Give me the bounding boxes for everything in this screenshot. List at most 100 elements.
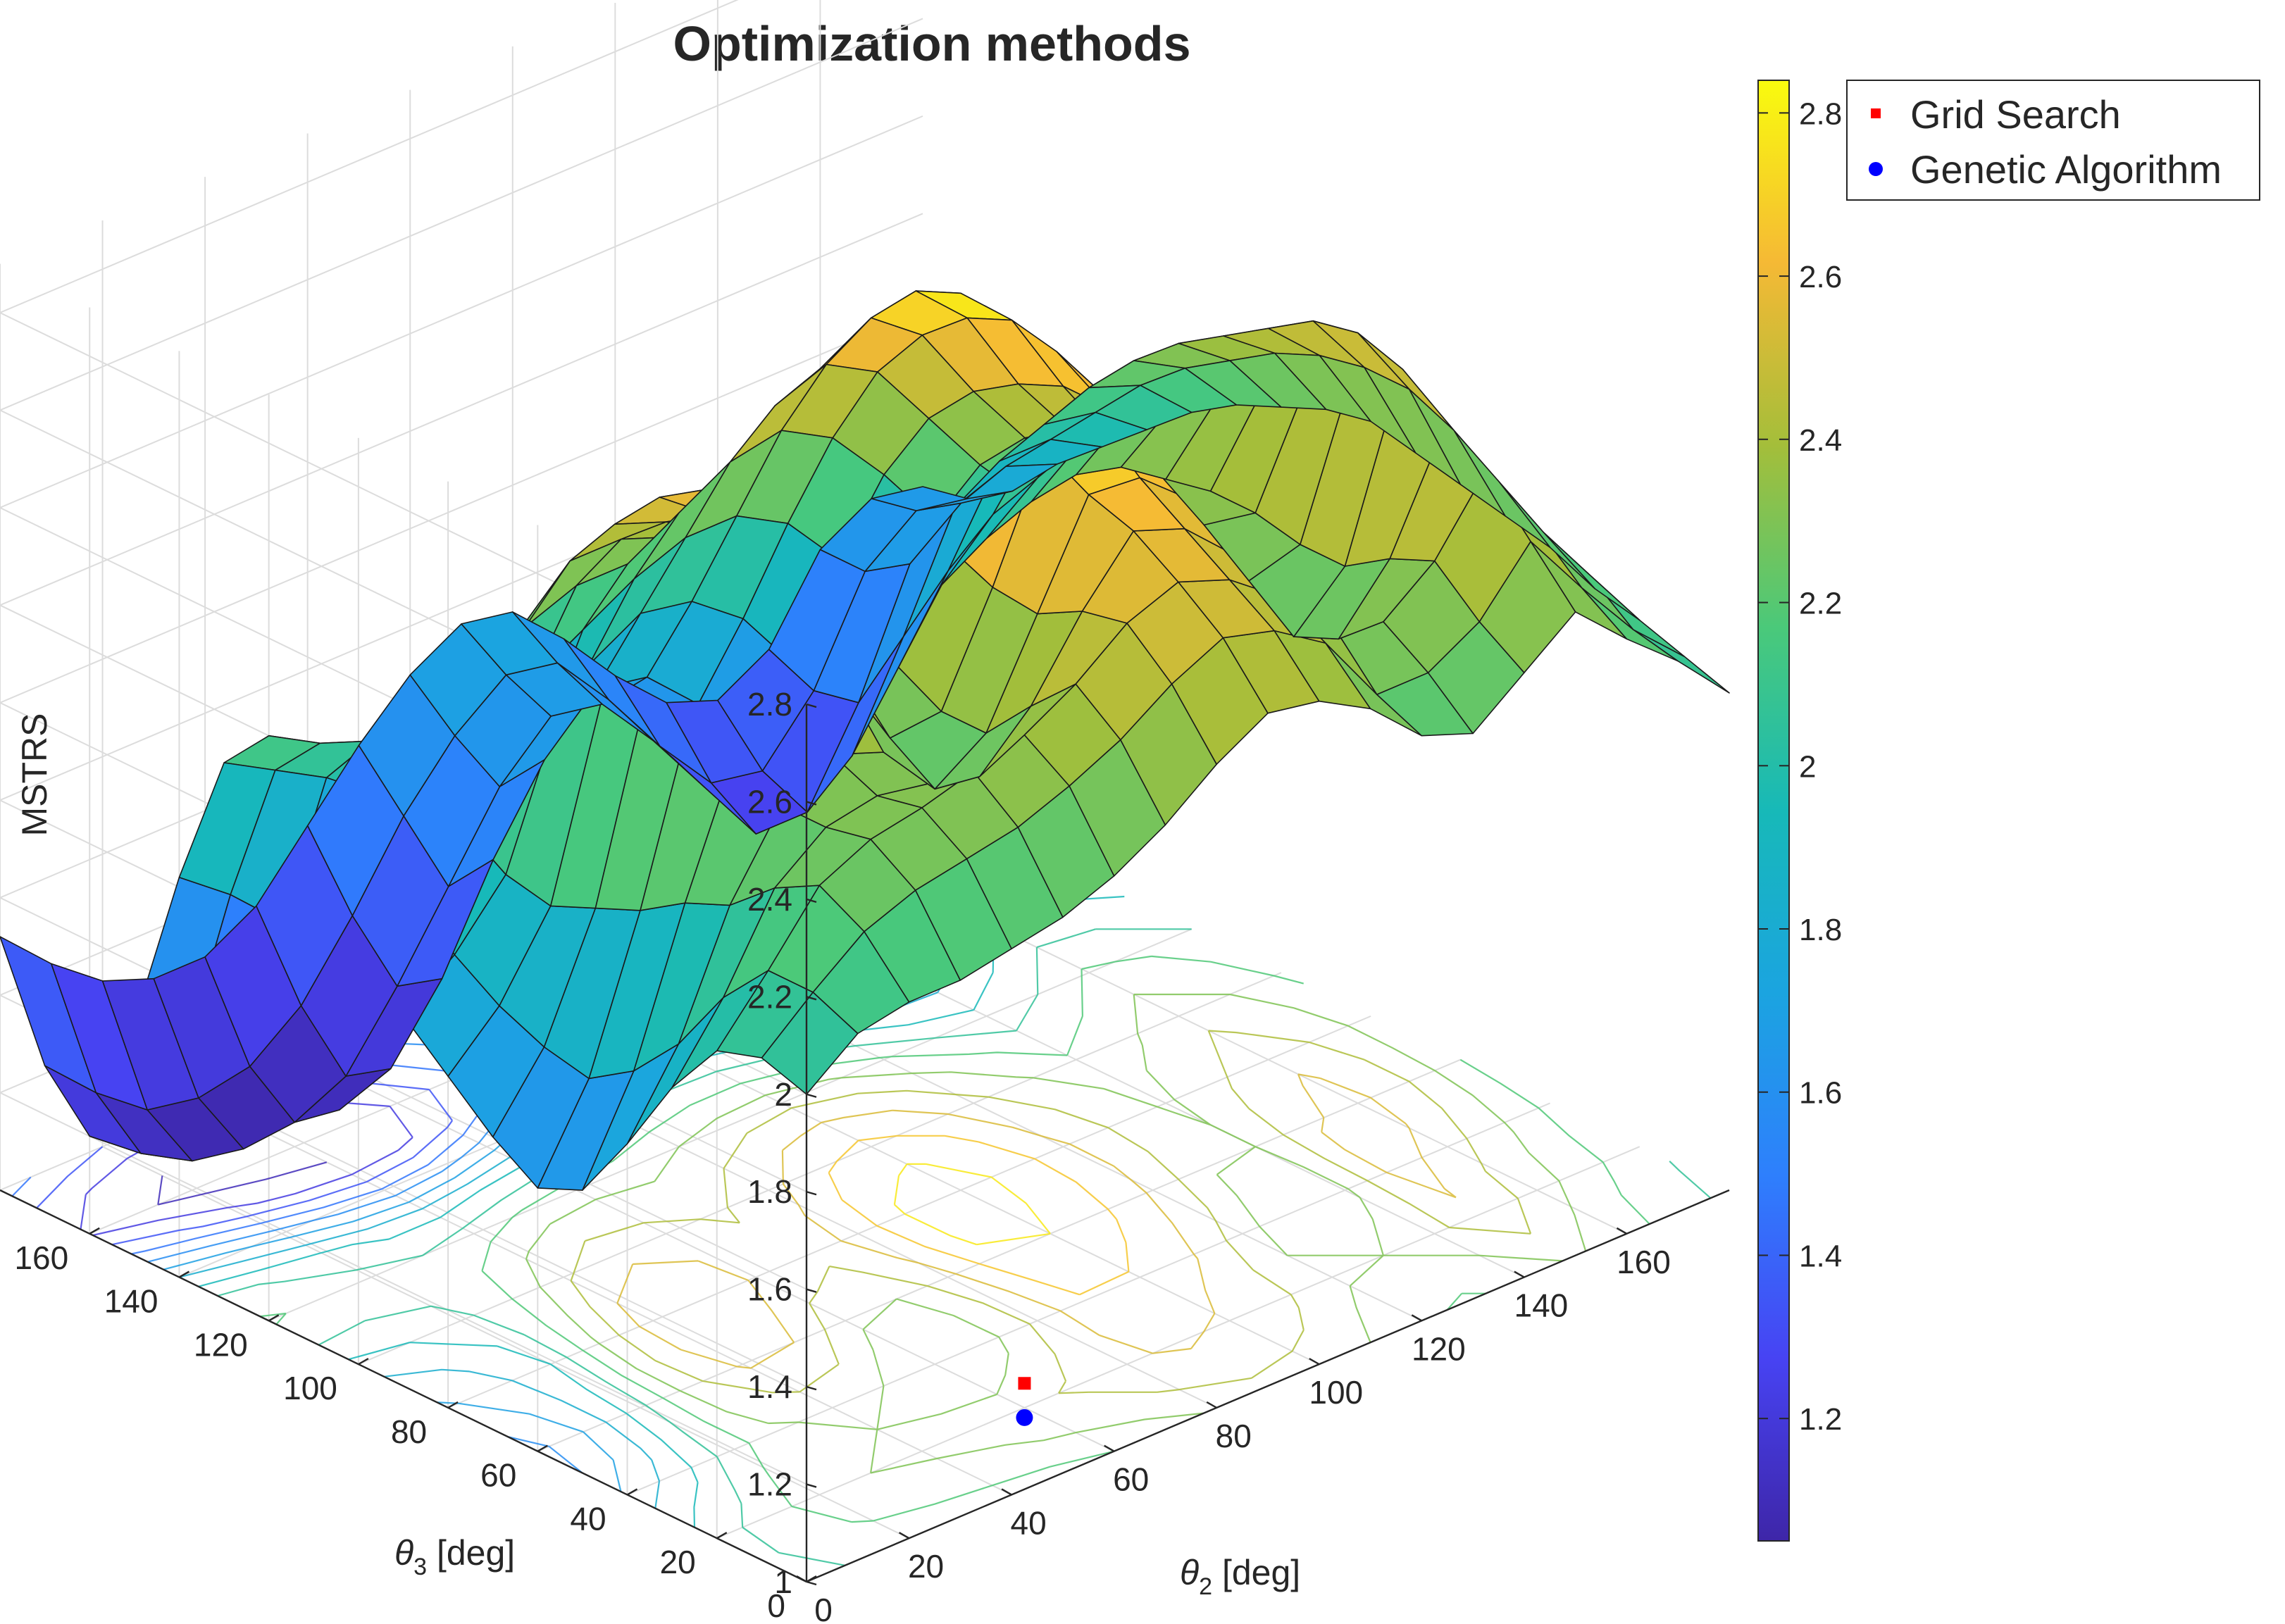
z-tick-label-7: 2.4	[747, 881, 792, 918]
y-axis-label-sub: 3	[413, 1554, 427, 1580]
grid-z-left-1	[0, 1092, 807, 1485]
z-tick-label-1: 1.2	[747, 1466, 792, 1503]
y-tick-label-2: 40	[570, 1500, 606, 1537]
x-tick-mark-1	[898, 1532, 910, 1539]
y-tick-label-1: 20	[660, 1544, 696, 1580]
y-tick-mark-5	[358, 1358, 369, 1366]
colorbar-tick-label-2: 1.6	[1799, 1076, 1842, 1111]
legend-grid-search-marker	[1871, 108, 1881, 118]
colorbar-tick-label-5: 2.2	[1799, 587, 1842, 621]
y-tick-mark-3	[537, 1444, 548, 1452]
z-tick-mark-6	[806, 996, 817, 1001]
z-tick-label-9: 2.8	[747, 686, 792, 723]
colorbar-tick-label-0: 1.2	[1799, 1402, 1842, 1437]
grid-floor-y-2	[627, 1102, 1550, 1496]
y-axis-label-symbol: θ	[394, 1533, 413, 1573]
grid-search-marker	[1018, 1377, 1031, 1390]
chart-title: Optimization methods	[673, 16, 1191, 71]
z-tick-mark-4	[806, 1191, 817, 1196]
legend-box	[1846, 80, 2260, 201]
z-tick-label-6: 2.2	[747, 978, 792, 1015]
x-axis-label-sub: 2	[1199, 1573, 1212, 1600]
surface-mesh	[0, 290, 1730, 1191]
y-axis-line	[0, 1189, 807, 1583]
colorbar-tick-label-1: 1.4	[1799, 1239, 1842, 1273]
x-tick-mark-2	[1001, 1488, 1012, 1496]
z-tick-label-0: 1	[774, 1563, 792, 1600]
x-tick-label-2: 40	[1011, 1504, 1047, 1541]
grid-floor-y-4	[447, 1015, 1371, 1408]
y-tick-mark-1	[716, 1532, 728, 1539]
z-tick-mark-3	[806, 1288, 817, 1293]
grid-z-right-5	[0, 310, 923, 704]
x-axis-line	[806, 1189, 1730, 1583]
grid-z-right-6	[0, 213, 923, 606]
z-tick-label-4: 1.8	[747, 1173, 792, 1210]
y-tick-mark-4	[447, 1401, 459, 1408]
x-tick-mark-6	[1411, 1314, 1422, 1322]
x-tick-label-4: 80	[1216, 1418, 1252, 1454]
genetic-algorithm-marker	[1016, 1408, 1033, 1426]
grid-floor-x-1	[102, 1146, 909, 1539]
z-tick-label-8: 2.6	[747, 783, 792, 820]
x-tick-label-3: 60	[1113, 1461, 1149, 1498]
contour-level-9	[259, 955, 1650, 1523]
x-tick-mark-5	[1309, 1358, 1320, 1366]
z-tick-mark-8	[806, 801, 817, 806]
x-tick-label-8: 160	[1617, 1244, 1671, 1280]
z-tick-mark-2	[806, 1385, 817, 1391]
y-axis-label: θ3 [deg]	[394, 1533, 515, 1580]
contour-level-0	[157, 1161, 328, 1206]
surface-patch-17-0	[1632, 629, 1730, 694]
y-tick-label-5: 100	[283, 1370, 337, 1406]
z-tick-mark-1	[806, 1483, 817, 1488]
z-axis-label: MSTRS	[15, 713, 54, 837]
legend-grid-search-label: Grid Search	[1910, 92, 2121, 137]
grid-floor-y-1	[716, 1146, 1640, 1539]
y-tick-mark-2	[626, 1488, 638, 1496]
grid-floor-x-3	[307, 1058, 1115, 1452]
contour-level-13	[828, 1135, 1130, 1296]
x-tick-label-0: 0	[814, 1592, 833, 1624]
y-tick-label-3: 60	[480, 1457, 516, 1494]
y-tick-label-8: 160	[14, 1239, 68, 1276]
contour-level-12	[616, 1073, 1457, 1369]
grid-z-right-8	[0, 18, 923, 411]
x-axis-label-unit: [deg]	[1212, 1553, 1300, 1592]
y-tick-mark-8	[89, 1227, 100, 1235]
x-tick-mark-8	[1616, 1227, 1628, 1235]
z-tick-mark-0	[806, 1580, 817, 1586]
y-tick-mark-0	[806, 1575, 817, 1583]
legend-genetic-algorithm-label: Genetic Algorithm	[1910, 147, 2222, 192]
legend: Grid Search Genetic Algorithm	[1846, 80, 2260, 201]
colorbar-ticks: 1.2 1.4 1.6 1.8 2 2.2 2.4 2.6 2.8	[1758, 96, 1842, 1437]
z-tick-mark-5	[806, 1093, 817, 1098]
x-axis-label-symbol: θ	[1180, 1553, 1199, 1592]
y-tick-label-7: 140	[104, 1283, 158, 1320]
colorbar-tick-label-7: 2.6	[1799, 260, 1842, 294]
x-tick-label-1: 20	[908, 1548, 944, 1585]
colorbar-tick-label-8: 2.8	[1799, 96, 1842, 131]
grid-floor-y-3	[537, 1058, 1461, 1452]
z-tick-mark-7	[806, 898, 817, 904]
grid-z-left-3	[0, 897, 807, 1290]
colorbar-tick-label-6: 2.4	[1799, 423, 1842, 458]
x-tick-label-6: 120	[1412, 1330, 1466, 1367]
contour-level-10	[525, 993, 1587, 1474]
surface-patch-17-17	[871, 486, 969, 511]
colorbar-tick-label-3: 1.8	[1799, 913, 1842, 947]
y-tick-label-4: 80	[391, 1413, 427, 1450]
z-tick-label-5: 2	[774, 1076, 792, 1113]
contour-level-11	[570, 1030, 1532, 1394]
contour-level-14	[893, 1163, 1051, 1246]
x-tick-mark-3	[1104, 1444, 1115, 1452]
x-tick-mark-7	[1514, 1270, 1525, 1278]
z-tick-label-2: 1.4	[747, 1368, 792, 1405]
z-tick-mark-9	[806, 703, 817, 708]
x-tick-mark-0	[796, 1575, 807, 1583]
z-tick-label-3: 1.6	[747, 1271, 792, 1308]
x-axis-label: θ2 [deg]	[1180, 1553, 1300, 1600]
grid-z-right-9	[0, 0, 739, 313]
optimum-markers	[1016, 1377, 1033, 1426]
